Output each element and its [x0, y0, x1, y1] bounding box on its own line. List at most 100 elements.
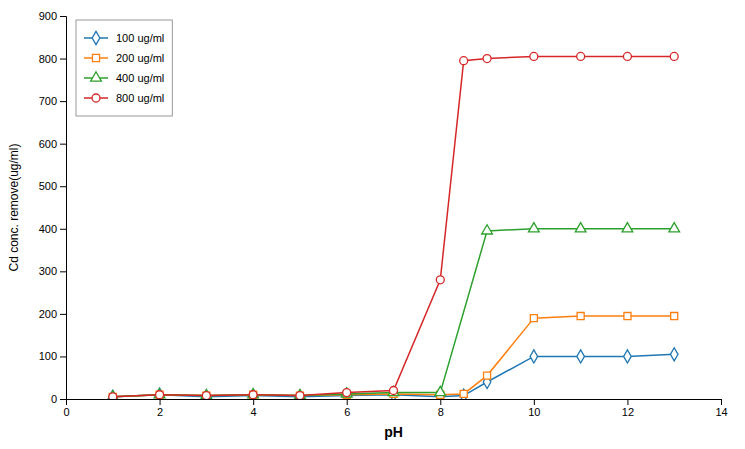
tick-label: 300: [39, 265, 57, 277]
point: [202, 392, 210, 399]
tick: 500: [39, 180, 66, 192]
point: [109, 393, 116, 399]
tick-mark: [60, 101, 66, 102]
point: [622, 223, 633, 232]
legend-label: 100 ug/ml: [116, 32, 164, 44]
legend-label: 400 ug/ml: [116, 72, 164, 84]
tick-mark: [60, 59, 66, 60]
tick: 10: [528, 399, 540, 418]
x-axis: 0 2 4 6 8 10 12 14: [63, 399, 727, 418]
chart: 024681012140100200300400500600700800900p…: [0, 0, 745, 449]
tick-label: 200: [39, 308, 57, 320]
tick-label: 600: [39, 138, 57, 150]
point: [390, 386, 398, 394]
legend-item: 100 ug/ml: [84, 31, 164, 44]
point: [530, 315, 537, 322]
tick-label: 10: [528, 406, 540, 418]
series-line: [113, 56, 674, 396]
tick-label: 0: [63, 406, 69, 418]
point: [624, 350, 632, 363]
tick-label: 6: [344, 406, 350, 418]
tick: 6: [344, 399, 350, 418]
tick-mark: [440, 399, 441, 405]
tick-mark: [60, 16, 66, 17]
axis-line: [67, 400, 722, 406]
tick-mark: [60, 271, 66, 272]
point: [203, 390, 211, 399]
tick-mark: [60, 186, 66, 187]
y-axis-title: Cd conc. remove(ug/ml): [7, 143, 21, 271]
tick: 600: [39, 138, 66, 150]
tick-mark: [627, 399, 628, 405]
tick-label: 900: [39, 10, 57, 22]
point: [671, 312, 678, 319]
legend-item: 200 ug/ml: [84, 52, 164, 64]
tick-mark: [60, 399, 66, 400]
point: [623, 52, 631, 60]
point: [577, 350, 585, 363]
point: [577, 52, 585, 60]
legend: 100 ug/ml200 ug/ml400 ug/ml800 ug/ml: [76, 20, 172, 116]
tick: 12: [622, 399, 634, 418]
y-axis: 0100200300400500600700800900: [39, 10, 67, 405]
tick-mark: [721, 399, 722, 405]
legend-marker: [92, 54, 99, 61]
tick-label: 8: [438, 406, 444, 418]
tick: 900: [39, 10, 66, 22]
point: [670, 348, 678, 361]
point: [624, 312, 631, 319]
tick: 2: [157, 399, 163, 418]
legend-marker: [92, 94, 100, 102]
point: [341, 388, 352, 397]
series-line: [113, 354, 674, 397]
tick-mark: [347, 399, 348, 405]
legend-box: [76, 20, 172, 116]
point: [203, 392, 210, 399]
point: [109, 393, 117, 399]
tick: 14: [715, 399, 727, 418]
point: [435, 386, 446, 395]
tick-label: 500: [39, 180, 57, 192]
point: [249, 389, 257, 399]
point: [296, 392, 303, 399]
tick-mark: [60, 229, 66, 230]
point: [482, 225, 493, 234]
legend-label: 200 ug/ml: [116, 52, 164, 64]
tick-mark: [60, 314, 66, 315]
tick: 200: [39, 308, 66, 320]
point: [388, 386, 399, 395]
tick: 700: [39, 95, 66, 107]
tick-mark: [253, 399, 254, 405]
tick-label: 800: [39, 53, 57, 65]
point: [577, 312, 584, 319]
tick-label: 100: [39, 350, 57, 362]
point: [575, 223, 586, 232]
point: [669, 223, 680, 232]
point: [460, 57, 468, 65]
tick-label: 0: [51, 393, 57, 405]
series-line: [113, 229, 674, 397]
tick-mark: [534, 399, 535, 405]
tick: 0: [63, 399, 69, 418]
plot-area: [107, 52, 679, 399]
tick: 100: [39, 350, 66, 362]
tick-label: 4: [251, 406, 257, 418]
point: [484, 372, 491, 379]
tick-mark: [60, 356, 66, 357]
series-line: [113, 316, 674, 397]
point: [249, 391, 257, 399]
point: [528, 223, 539, 232]
point: [460, 389, 468, 399]
point: [343, 389, 351, 397]
point: [483, 55, 491, 63]
point: [530, 350, 538, 363]
point: [296, 390, 304, 399]
tick: 0: [51, 393, 66, 405]
axis-line: [60, 17, 67, 400]
point: [296, 392, 304, 399]
legend-marker: [91, 72, 102, 81]
point: [156, 391, 163, 398]
tick: 8: [438, 399, 444, 418]
tick: 4: [251, 399, 257, 418]
x-axis-title: pH: [384, 424, 403, 440]
